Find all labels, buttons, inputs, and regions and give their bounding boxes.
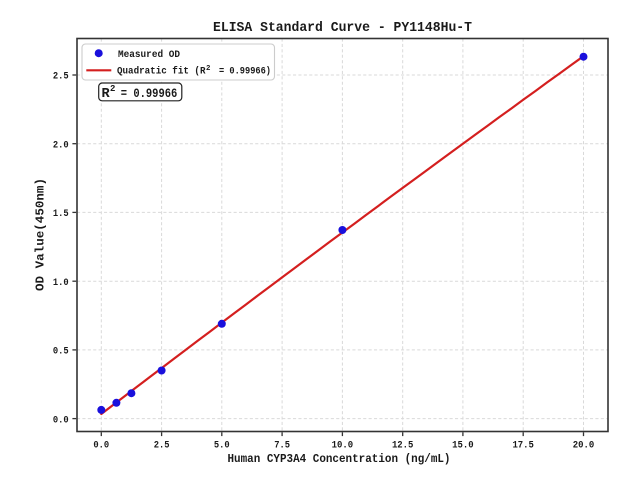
svg-text:OD Value(450nm): OD Value(450nm) <box>34 178 47 291</box>
svg-text:2: 2 <box>206 65 210 73</box>
svg-text:0.0: 0.0 <box>93 439 109 451</box>
svg-text:15.0: 15.0 <box>452 439 474 451</box>
svg-text:2.0: 2.0 <box>53 139 69 151</box>
svg-text:17.5: 17.5 <box>512 439 534 451</box>
svg-text:0.0: 0.0 <box>53 414 69 426</box>
svg-text:12.5: 12.5 <box>392 439 414 451</box>
svg-text:20.0: 20.0 <box>573 439 595 451</box>
svg-text:5.0: 5.0 <box>214 439 230 451</box>
svg-text:Measured OD: Measured OD <box>118 49 180 61</box>
svg-text:2: 2 <box>110 84 115 94</box>
svg-text:1.5: 1.5 <box>53 208 69 220</box>
svg-text:Human CYP3A4 Concentration (ng: Human CYP3A4 Concentration (ng/mL) <box>228 453 451 466</box>
svg-text:= 0.99966: = 0.99966 <box>121 86 178 101</box>
svg-text:R: R <box>102 87 111 102</box>
svg-text:0.5: 0.5 <box>53 346 69 358</box>
svg-text:= 0.99966): = 0.99966) <box>219 66 271 78</box>
svg-text:2.5: 2.5 <box>154 439 170 451</box>
svg-text:7.5: 7.5 <box>274 439 290 451</box>
svg-text:10.0: 10.0 <box>332 439 354 451</box>
svg-text:2.5: 2.5 <box>53 71 69 83</box>
svg-text:Quadratic fit (R: Quadratic fit (R <box>117 66 206 78</box>
svg-text:1.0: 1.0 <box>53 277 69 289</box>
svg-text:ELISA Standard Curve - PY1148H: ELISA Standard Curve - PY1148Hu-T <box>213 21 472 36</box>
